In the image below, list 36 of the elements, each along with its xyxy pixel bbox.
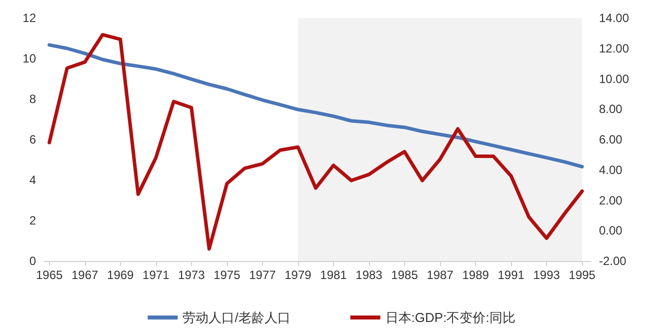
x-tick-label: 1983 (356, 268, 383, 282)
y2-tick-label: 0.00 (599, 224, 623, 238)
y-tick-label: 6 (29, 132, 36, 146)
x-tick-label: 1987 (426, 268, 454, 282)
x-tick-label: 1971 (142, 268, 170, 282)
x-tick-label: 1979 (284, 268, 312, 282)
y2-tick-label: 12.00 (599, 41, 630, 56)
legend-label: 日本:GDP:不变价:同比 (385, 310, 516, 325)
y-tick-label: 12 (22, 11, 36, 25)
y2-tick-label: 2.00 (599, 193, 623, 208)
y2-tick-label: 8.00 (599, 102, 623, 116)
x-tick-label: 1973 (178, 268, 206, 282)
y-tick-label: 0 (29, 254, 36, 268)
x-tick-label: 1995 (568, 268, 596, 282)
x-tick-label: 1967 (71, 268, 99, 282)
x-tick-label: 1991 (498, 268, 525, 282)
y-tick-label: 10 (22, 52, 36, 66)
y2-tick-label: 14.00 (599, 11, 630, 25)
legend-label: 劳动人口/老龄人口 (182, 310, 290, 325)
line-series (48, 32, 584, 251)
y2-tick-label: 4.00 (599, 162, 623, 177)
y-tick-label: 8 (29, 92, 36, 106)
y-tick-label: 4 (29, 173, 36, 187)
y2-tick-label: -2.00 (599, 254, 627, 268)
x-tick-label: 1977 (249, 268, 276, 282)
x-tick-label: 1993 (533, 268, 560, 282)
line-series (48, 43, 584, 168)
x-tick-label: 1975 (214, 268, 241, 282)
x-tick-label: 1965 (36, 268, 63, 282)
x-tick-label: 1969 (107, 268, 134, 282)
y2-tick-label: 10.00 (599, 72, 630, 86)
x-tick-label: 1985 (391, 268, 418, 282)
y-tick-label: 2 (29, 214, 36, 228)
y2-tick-label: 6.00 (599, 132, 623, 146)
x-tick-label: 1981 (320, 268, 348, 282)
x-tick-label: 1989 (462, 268, 490, 282)
